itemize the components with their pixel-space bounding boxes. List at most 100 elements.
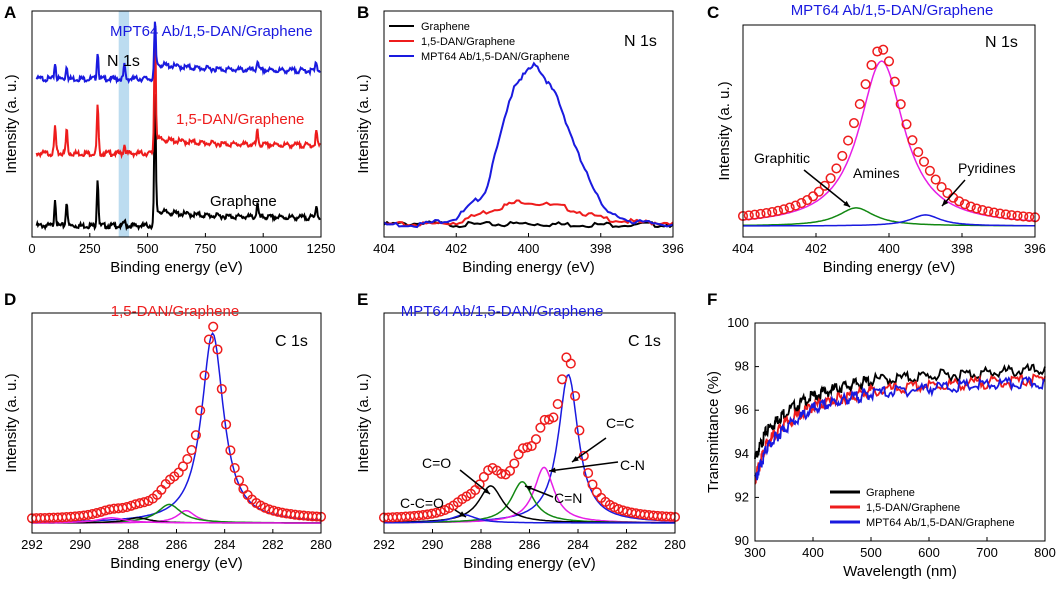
panel-f-plot-frame xyxy=(754,322,1046,542)
panel-d-envelope-point xyxy=(195,405,206,416)
panel-c-envelope-point xyxy=(837,150,848,161)
panel-b-legend-label: 1,5-DAN/Graphene xyxy=(421,36,515,48)
panel-a-plot-frame xyxy=(31,10,322,238)
panel-f-x-tick-label: 300 xyxy=(744,545,766,560)
panel-b-x-tick-label: 404 xyxy=(373,241,395,256)
panel-a-survey-spectra: 0 250 500 750 1000 1250 Binding energy (eV) Int… xyxy=(3,10,336,276)
panel-f-y-axis-label: Transmittance (%) xyxy=(705,371,722,493)
panel-c-annotation-pyridines: Pyridines xyxy=(958,160,1016,176)
panel-c-envelope-point xyxy=(843,135,854,146)
panel-d-c1s-dan-graphene: 292 290 288 286 284 282 280 Binding energy (eV)… xyxy=(3,303,332,572)
panel-d-envelope-point xyxy=(190,430,201,441)
panel-c-envelope-point xyxy=(936,182,947,193)
panel-e-envelope-point xyxy=(522,442,533,453)
panel-e-envelope-point xyxy=(435,506,446,517)
panel-e-corner-label: C 1s xyxy=(628,333,661,350)
panel-c-corner-label: N 1s xyxy=(985,34,1018,51)
panel-e-envelope-point xyxy=(509,458,520,469)
panel-c-envelope-point xyxy=(1024,211,1035,222)
panel-f-legend-label: Graphene xyxy=(866,487,915,499)
panel-a-black-label: Graphene xyxy=(210,193,277,210)
panel-b-n1s-comparison: 404 402 400 398 396 Binding energy (eV) Intens… xyxy=(355,10,684,276)
survey-line-blue xyxy=(35,21,321,85)
n1s-line-red xyxy=(383,199,674,228)
panel-f-y-tick-label: 100 xyxy=(727,315,749,330)
panel-d-x-tick-label: 288 xyxy=(117,537,139,552)
panel-e-envelope-point xyxy=(583,468,594,479)
panel-c-x-tick-label: 400 xyxy=(878,241,900,256)
panel-e-envelope-point xyxy=(565,358,576,369)
panel-f-y-tick-label: 94 xyxy=(735,446,749,461)
panel-letter-e: E xyxy=(357,290,368,309)
panel-c-graphitic-arrowhead xyxy=(843,200,850,207)
panel-b-x-tick-label: 398 xyxy=(590,241,612,256)
panel-f-y-tick-label: 90 xyxy=(735,533,749,548)
panel-c-x-tick-label: 404 xyxy=(732,241,754,256)
panel-c-envelope-point xyxy=(854,99,865,110)
panel-c-envelope-point xyxy=(913,147,924,158)
panel-c-envelope-point xyxy=(977,205,988,216)
n1s-line-blue xyxy=(383,61,674,229)
panel-c-envelope-point xyxy=(819,180,830,191)
panel-c-envelope-point xyxy=(767,206,778,218)
panel-c-envelope-point xyxy=(761,207,772,219)
panel-a-x-tick-label: 0 xyxy=(28,241,35,256)
panel-c-envelope-point xyxy=(831,163,842,174)
panel-a-y-axis-label: Intensity (a. u.) xyxy=(3,74,20,173)
panel-e-x-tick-label: 284 xyxy=(567,537,589,552)
panel-d-envelope-point xyxy=(221,419,232,430)
panel-c-envelope-point xyxy=(918,156,930,167)
panel-e-envelope-point xyxy=(539,414,550,425)
panel-c-envelope-point xyxy=(755,208,766,219)
panel-e-cc-arrow xyxy=(571,437,607,463)
panel-b-y-axis-label: Intensity (a. u.) xyxy=(355,74,372,173)
panel-e-envelope-point xyxy=(504,465,516,476)
panel-c-envelope-point xyxy=(965,201,976,212)
panel-d-envelope-point xyxy=(203,334,214,345)
panel-d-envelope-point xyxy=(121,502,132,513)
panel-e-cco-arrowhead xyxy=(459,511,466,517)
panel-c-envelope-point xyxy=(889,76,900,87)
panel-e-annotation-co: C=O xyxy=(422,455,451,471)
panel-e-annotation-cn: C-N xyxy=(620,457,645,473)
panel-letter-d: D xyxy=(4,290,16,309)
panel-c-envelope-point xyxy=(784,202,795,213)
panel-c-envelope-point xyxy=(989,207,1000,218)
panel-d-component-cc xyxy=(32,331,322,523)
panel-b-legend-label: Graphene xyxy=(421,21,470,33)
panel-c-envelope-point xyxy=(1012,210,1023,221)
panel-f-x-tick-label: 400 xyxy=(802,545,824,560)
panel-d-x-tick-label: 280 xyxy=(310,537,332,552)
panel-d-x-tick-label: 290 xyxy=(69,537,91,552)
panel-d-envelope-point xyxy=(229,463,240,474)
panel-a-x-tick-label: 1000 xyxy=(249,241,278,256)
panel-d-envelope-point xyxy=(216,383,227,395)
panel-c-envelope-point xyxy=(772,205,784,216)
panel-c-envelope-point xyxy=(907,135,918,146)
panel-b-x-tick-label: 400 xyxy=(518,241,540,256)
panel-c-x-tick-label: 398 xyxy=(951,241,973,256)
panel-c-envelope-point xyxy=(872,46,883,57)
panel-c-envelope-point xyxy=(883,56,895,67)
panel-e-annotation-cn-double: C=N xyxy=(554,490,582,506)
panel-c-envelope-point xyxy=(1000,209,1011,220)
panel-c-envelope-point xyxy=(994,208,1006,219)
panel-e-envelope-point xyxy=(431,507,442,518)
transmittance-line-red xyxy=(754,373,1046,485)
panel-e-x-tick-label: 290 xyxy=(422,537,444,552)
panel-f-legend-label: MPT64 Ab/1,5-DAN/Graphene xyxy=(866,517,1015,529)
panel-a-x-tick-label: 1250 xyxy=(307,241,336,256)
panel-e-annotation-cc: C=C xyxy=(606,415,634,431)
panel-c-envelope-point xyxy=(901,119,912,130)
panel-f-y-tick-label: 92 xyxy=(735,489,749,504)
panel-e-c1s-mpt64: 292 290 288 286 284 282 280 Binding energy (eV)… xyxy=(355,303,686,572)
panel-a-blue-label: MPT64 Ab/1,5-DAN/Graphene xyxy=(110,23,313,40)
panel-e-annotation-cco: C-C=O xyxy=(400,495,444,511)
panel-e-envelope-point xyxy=(535,422,546,433)
panel-c-title: MPT64 Ab/1,5-DAN/Graphene xyxy=(791,2,994,19)
panel-d-x-tick-label: 286 xyxy=(166,537,188,552)
transmittance-line-black xyxy=(754,362,1046,460)
panel-c-envelope-point xyxy=(860,79,871,90)
panel-e-cn-double-arrowhead xyxy=(525,485,532,491)
panel-b-legend-label: MPT64 Ab/1,5-DAN/Graphene xyxy=(421,51,570,63)
